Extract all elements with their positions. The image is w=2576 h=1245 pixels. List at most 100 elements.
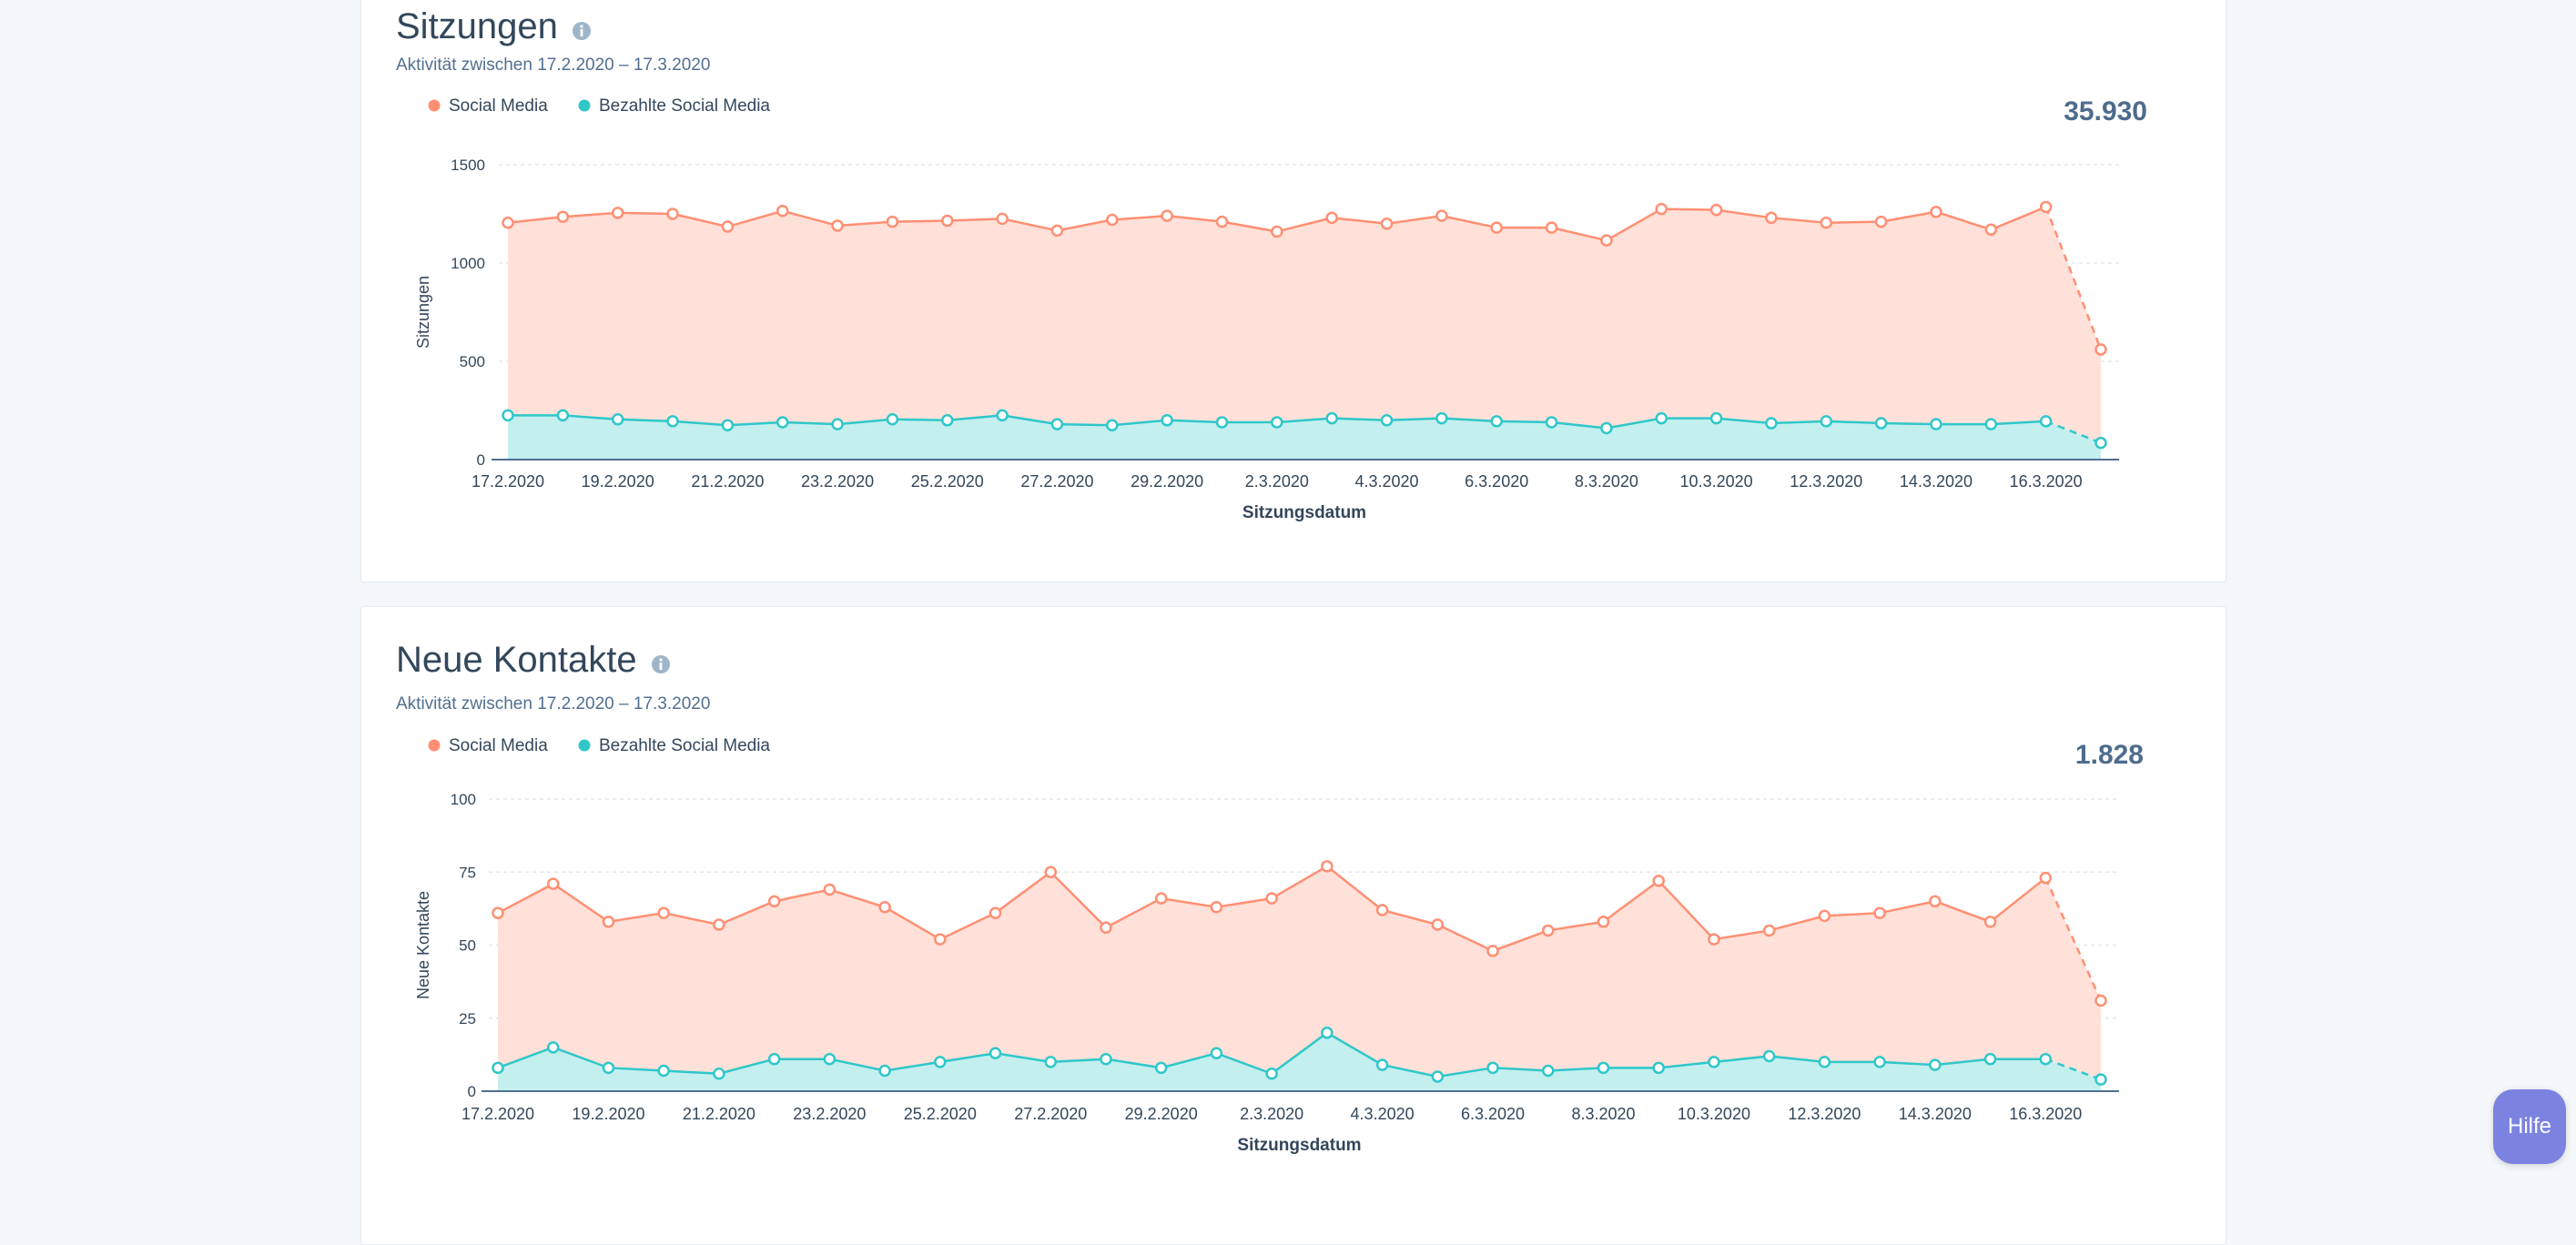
social-media-point: [831, 219, 844, 232]
x-axis-title: Sitzungsdatum: [1242, 503, 1366, 522]
paid-social-media-point: [886, 412, 899, 426]
social-media-point: [1655, 202, 1668, 216]
sessions-card: Sitzungen Aktivität zwischen 17.2.2020 –…: [360, 0, 2226, 582]
social-media-point: [1271, 225, 1283, 238]
paid-social-media-point: [713, 1067, 725, 1080]
paid-social-media-point: [1271, 416, 1283, 429]
paid-social-media-point: [989, 1047, 1002, 1060]
paid-social-media-point: [1818, 1056, 1831, 1068]
x-tick-label: 29.2.2020: [1125, 1105, 1198, 1123]
paid-social-media-point: [2039, 415, 2053, 428]
x-tick-label: 19.2.2020: [582, 472, 654, 491]
paid-social-media-point: [831, 418, 844, 430]
x-tick-label: 2.3.2020: [1240, 1105, 1303, 1123]
social-media-point: [721, 220, 735, 233]
social-media-point: [1983, 916, 1997, 928]
paid-social-media-point: [1161, 414, 1173, 427]
y-tick-label: 50: [459, 937, 476, 955]
paid-social-media-point: [767, 1052, 781, 1066]
x-tick-label: 6.3.2020: [1461, 1105, 1525, 1123]
social-media-point: [666, 208, 679, 220]
paid-social-media-point: [1984, 418, 1998, 430]
paid-social-media-point: [1215, 416, 1229, 429]
paid-social-media-point: [776, 416, 789, 429]
x-tick-label: 16.3.2020: [2010, 472, 2083, 491]
social-media-point: [2039, 200, 2053, 214]
paid-social-media-area: [508, 415, 2101, 460]
social-media-point: [1375, 904, 1389, 916]
paid-social-media-point: [1431, 1070, 1445, 1083]
paid-social-media-point: [1265, 1067, 1278, 1080]
social-media-point: [1873, 906, 1886, 919]
paid-social-media-point: [2094, 436, 2107, 450]
paid-social-media-point: [1435, 411, 1448, 425]
new-contacts-title: Neue Kontakte: [396, 640, 637, 680]
social-media-point: [1820, 216, 1833, 229]
paid-social-media-point: [666, 415, 679, 428]
x-tick-label: 17.2.2020: [472, 472, 544, 491]
paid-social-media-point: [502, 409, 514, 422]
social-media-line-projected: [2044, 877, 2103, 1002]
paid-social-media-point: [1597, 1061, 1610, 1075]
x-tick-label: 21.2.2020: [683, 1105, 756, 1123]
paid-social-media-point: [2094, 1073, 2107, 1086]
info-icon[interactable]: [650, 653, 672, 675]
social-media-point: [1709, 203, 1723, 217]
social-media-point: [1929, 895, 1942, 908]
y-tick-label: 0: [477, 451, 485, 469]
social-media-point: [1050, 224, 1064, 238]
paid-social-media-area: [498, 1032, 2101, 1091]
x-tick-label: 14.3.2020: [1899, 1105, 1972, 1123]
new-contacts-title-row: Neue Kontakte: [396, 642, 672, 678]
x-tick-label: 10.3.2020: [1680, 472, 1753, 491]
paid-social-media-point: [1929, 1058, 1942, 1071]
paid-social-media-point: [1154, 1061, 1168, 1075]
y-tick-label: 0: [468, 1083, 476, 1100]
new-contacts-card: Neue Kontakte Aktivität zwischen 17.2.20…: [360, 606, 2226, 1245]
x-tick-label: 12.3.2020: [1788, 1105, 1861, 1123]
help-button[interactable]: Hilfe: [2493, 1089, 2566, 1164]
paid-social-media-point: [941, 414, 954, 427]
social-media-point: [1490, 221, 1503, 234]
social-media-point: [611, 207, 624, 219]
social-media-point: [1100, 921, 1112, 934]
x-tick-label: 4.3.2020: [1351, 1105, 1415, 1123]
y-axis-title: Neue Kontakte: [414, 891, 432, 999]
social-media-point: [1435, 209, 1448, 222]
paid-social-media-point: [934, 1056, 947, 1068]
legend-marker: [428, 99, 441, 112]
info-icon[interactable]: [571, 20, 593, 42]
paid-social-media-line-projected: [2045, 420, 2102, 444]
sessions-chart: 0 500 1000 1500 17.2.2020 19.2.2020 21.2.2020 2…: [414, 96, 2147, 522]
sessions-title-row: Sitzungen: [396, 8, 593, 45]
paid-social-media-point: [878, 1064, 891, 1078]
social-media-point: [1708, 933, 1720, 946]
paid-social-media-point: [1652, 1061, 1665, 1075]
paid-social-media-point: [721, 419, 735, 431]
social-media-point: [2094, 994, 2107, 1007]
paid-social-media-point: [1873, 1056, 1886, 1068]
paid-social-media-point: [1106, 419, 1119, 431]
paid-social-media-point: [1983, 1052, 1997, 1066]
paid-social-media-point: [823, 1052, 837, 1066]
x-tick-label: 21.2.2020: [691, 472, 764, 491]
paid-social-media-point: [2039, 1052, 2053, 1066]
social-media-point: [1215, 215, 1229, 228]
social-media-point: [1545, 221, 1558, 234]
paid-social-media-point: [1820, 415, 1833, 428]
y-tick-label: 75: [459, 864, 476, 881]
social-media-point: [1486, 945, 1499, 957]
social-media-point: [1265, 892, 1278, 905]
social-media-point: [878, 901, 891, 914]
social-media-point: [1600, 234, 1613, 247]
social-media-point: [1874, 215, 1888, 228]
paid-social-media-point: [1380, 414, 1394, 427]
social-media-point: [2039, 871, 2053, 885]
x-tick-label: 23.2.2020: [801, 472, 874, 491]
social-media-point: [713, 918, 725, 931]
paid-social-media-point: [1325, 411, 1338, 425]
paid-social-media-point: [657, 1064, 670, 1078]
x-tick-label: 4.3.2020: [1354, 472, 1418, 491]
social-media-area: [498, 865, 2101, 1091]
paid-social-media-point: [1655, 411, 1668, 425]
